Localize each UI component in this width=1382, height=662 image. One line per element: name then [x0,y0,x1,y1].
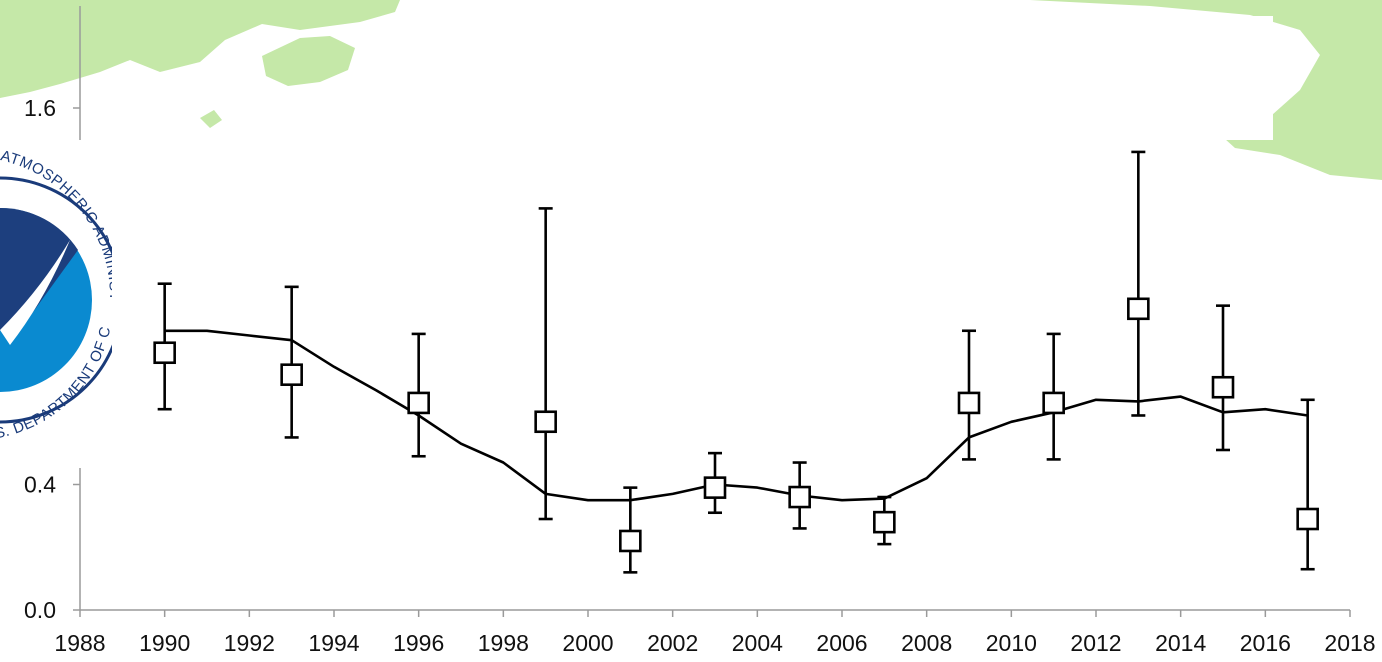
map-island-small [200,110,222,128]
x-tick-label: 2014 [1155,630,1206,656]
marker-square [1042,391,1065,415]
seal-bird-icon [0,240,70,345]
x-tick-label: 1994 [308,630,359,656]
data-point-2001 [619,486,642,574]
y-tick-group: 0.0 0.4 1.6 [24,95,80,623]
plot-panel-left-lower [0,468,112,662]
data-point-2007 [873,495,896,546]
x-tick-group: 1988 1990 1992 1994 1996 1998 2000 2002 2004 2006… [54,610,1376,656]
data-point-2009 [957,329,981,461]
x-tick-label: 2006 [816,630,867,656]
white-label-box [713,16,1273,140]
seal-dark-top [0,207,78,330]
marker-square [703,476,727,499]
x-tick-label: 2012 [1070,630,1121,656]
data-point-2011 [1042,332,1065,461]
x-tick-label: 1996 [393,630,444,656]
marker-square [1211,375,1235,399]
x-tick-label: 1990 [139,630,190,656]
trend-line [164,329,1308,502]
data-point-2013 [1127,150,1150,417]
data-point-2005 [788,461,811,530]
data-point-1990 [153,282,176,411]
plot-area [153,150,1319,574]
data-point-2015 [1211,304,1235,452]
marker-square [957,391,981,415]
marker-square [1127,297,1150,321]
x-tick-label: 1988 [54,630,105,656]
marker-square [534,410,557,434]
marker-square [619,529,642,553]
x-tick-label: 2008 [901,630,952,656]
map-landmass-right [1030,0,1382,180]
data-point-1993 [280,285,303,439]
marker-square [1296,507,1319,531]
data-point-2003 [703,451,727,515]
map-landmass-left [0,0,400,98]
marker-square [407,391,430,415]
y-tick-label: 0.0 [24,597,56,623]
x-tick-label: 2004 [732,630,783,656]
y-tick-label: 0.4 [24,472,56,498]
x-tick-label: 1998 [478,630,529,656]
plot-panel [112,182,1382,662]
marker-square [788,485,811,509]
x-tick-label: 2016 [1240,630,1291,656]
x-tick-label: 1992 [224,630,275,656]
data-point-1996 [407,332,430,458]
map-island-center [262,36,355,86]
axes: 0.0 0.4 1.6 1988 1990 1992 1994 1996 1998 2000 20… [24,6,1376,656]
x-tick-label: 2010 [986,630,1037,656]
marker-square [280,363,303,386]
data-point-2017 [1296,398,1319,571]
x-tick-label: 2002 [647,630,698,656]
x-tick-label: 2018 [1324,630,1375,656]
marker-square [153,341,176,365]
y-tick-label: 1.6 [24,95,56,121]
marker-square [873,510,896,534]
data-point-1999 [534,207,557,521]
x-tick-label: 2000 [562,630,613,656]
